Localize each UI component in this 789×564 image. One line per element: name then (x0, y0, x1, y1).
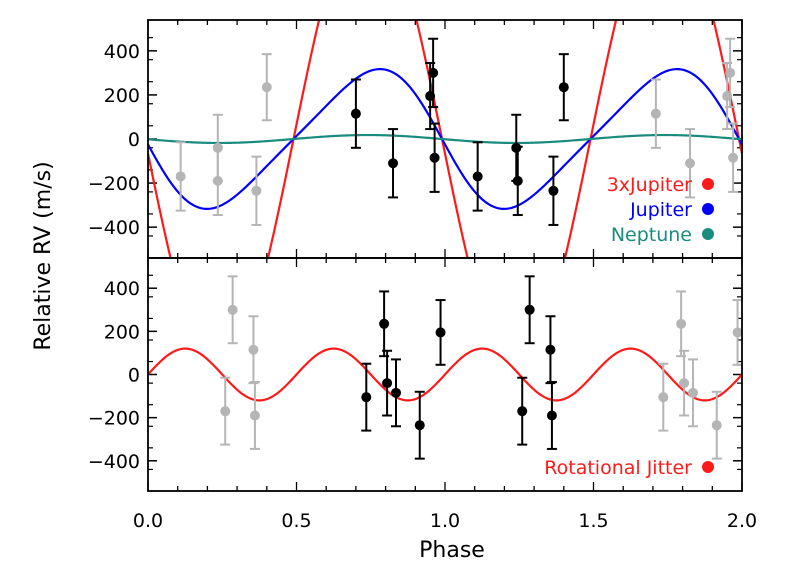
legend-marker (702, 178, 714, 190)
data-point (382, 378, 393, 389)
data-point (227, 304, 238, 315)
data-point (558, 82, 569, 93)
x-tick-label: 1.0 (430, 510, 460, 532)
bottom-plot-area (148, 275, 742, 460)
data-point (685, 158, 696, 169)
y-tick-label: 200 (104, 85, 140, 107)
data-point (548, 185, 559, 196)
data-point (511, 142, 522, 153)
legend-label: Jupiter (629, 199, 692, 221)
data-point (658, 392, 669, 403)
data-point (732, 327, 742, 338)
x-tick-label: 0.0 (133, 510, 163, 532)
data-point (687, 387, 698, 398)
legend-marker (702, 203, 714, 215)
data-point (512, 175, 523, 186)
legend-label: Neptune (611, 224, 692, 246)
y-tick-label: −200 (88, 173, 140, 195)
y-axis-label: Relative RV (m/s) (31, 161, 56, 350)
data-point (472, 171, 483, 182)
data-point (414, 420, 425, 431)
data-point (524, 304, 535, 315)
data-point (711, 420, 722, 431)
data-point (350, 108, 361, 119)
bottom-panel: 400 200 0 −200 −400 Rotational Jitter (88, 257, 743, 492)
y-tick-label: −400 (88, 451, 140, 473)
data-point (251, 185, 262, 196)
x-tick-label: 0.5 (281, 510, 311, 532)
y-tick-label: 0 (128, 129, 140, 151)
x-tick-label: 1.5 (578, 510, 608, 532)
data-point (390, 387, 401, 398)
top-panel: 400 200 0 −200 −400 3xJupiter Jupiter Neptune (88, 19, 743, 259)
data-point (248, 344, 259, 355)
bottom-panel-frame (147, 257, 743, 492)
model-curve-3xjupiter (148, 20, 742, 258)
x-axis-label: Phase (419, 538, 485, 563)
x-tick-label: 2.0 (727, 510, 757, 532)
y-tick-label: 400 (104, 278, 140, 300)
data-point (428, 67, 439, 78)
legend-marker (702, 461, 714, 473)
y-tick-label: −200 (88, 408, 140, 430)
data-point (249, 410, 260, 421)
model-curve-neptune (148, 133, 742, 145)
data-point (676, 318, 687, 329)
data-point (361, 392, 372, 403)
data-point (435, 327, 446, 338)
data-point (261, 82, 272, 93)
data-point (679, 378, 690, 389)
data-point (388, 158, 399, 169)
y-tick-label: 400 (104, 41, 140, 63)
data-point (725, 67, 736, 78)
x-axis: 0.0 0.5 1.0 1.5 2.0 (133, 510, 757, 532)
y-tick-label: 0 (128, 365, 140, 387)
model-curve-jupiter (148, 68, 742, 210)
data-point (546, 410, 557, 421)
data-point (517, 406, 528, 417)
model-curve-rotational-jitter (148, 347, 742, 402)
top-plot-area (148, 20, 742, 258)
legend-label: 3xJupiter (607, 174, 692, 196)
legend-label: Rotational Jitter (544, 457, 692, 479)
data-point (175, 171, 186, 182)
data-point (220, 406, 231, 417)
data-point (379, 318, 390, 329)
data-point (650, 108, 661, 119)
legend-marker (702, 228, 714, 240)
data-point (429, 152, 440, 163)
y-tick-label: −400 (88, 217, 140, 239)
y-tick-label: 200 (104, 321, 140, 343)
data-point (212, 175, 223, 186)
data-point (545, 344, 556, 355)
data-point (728, 152, 739, 163)
